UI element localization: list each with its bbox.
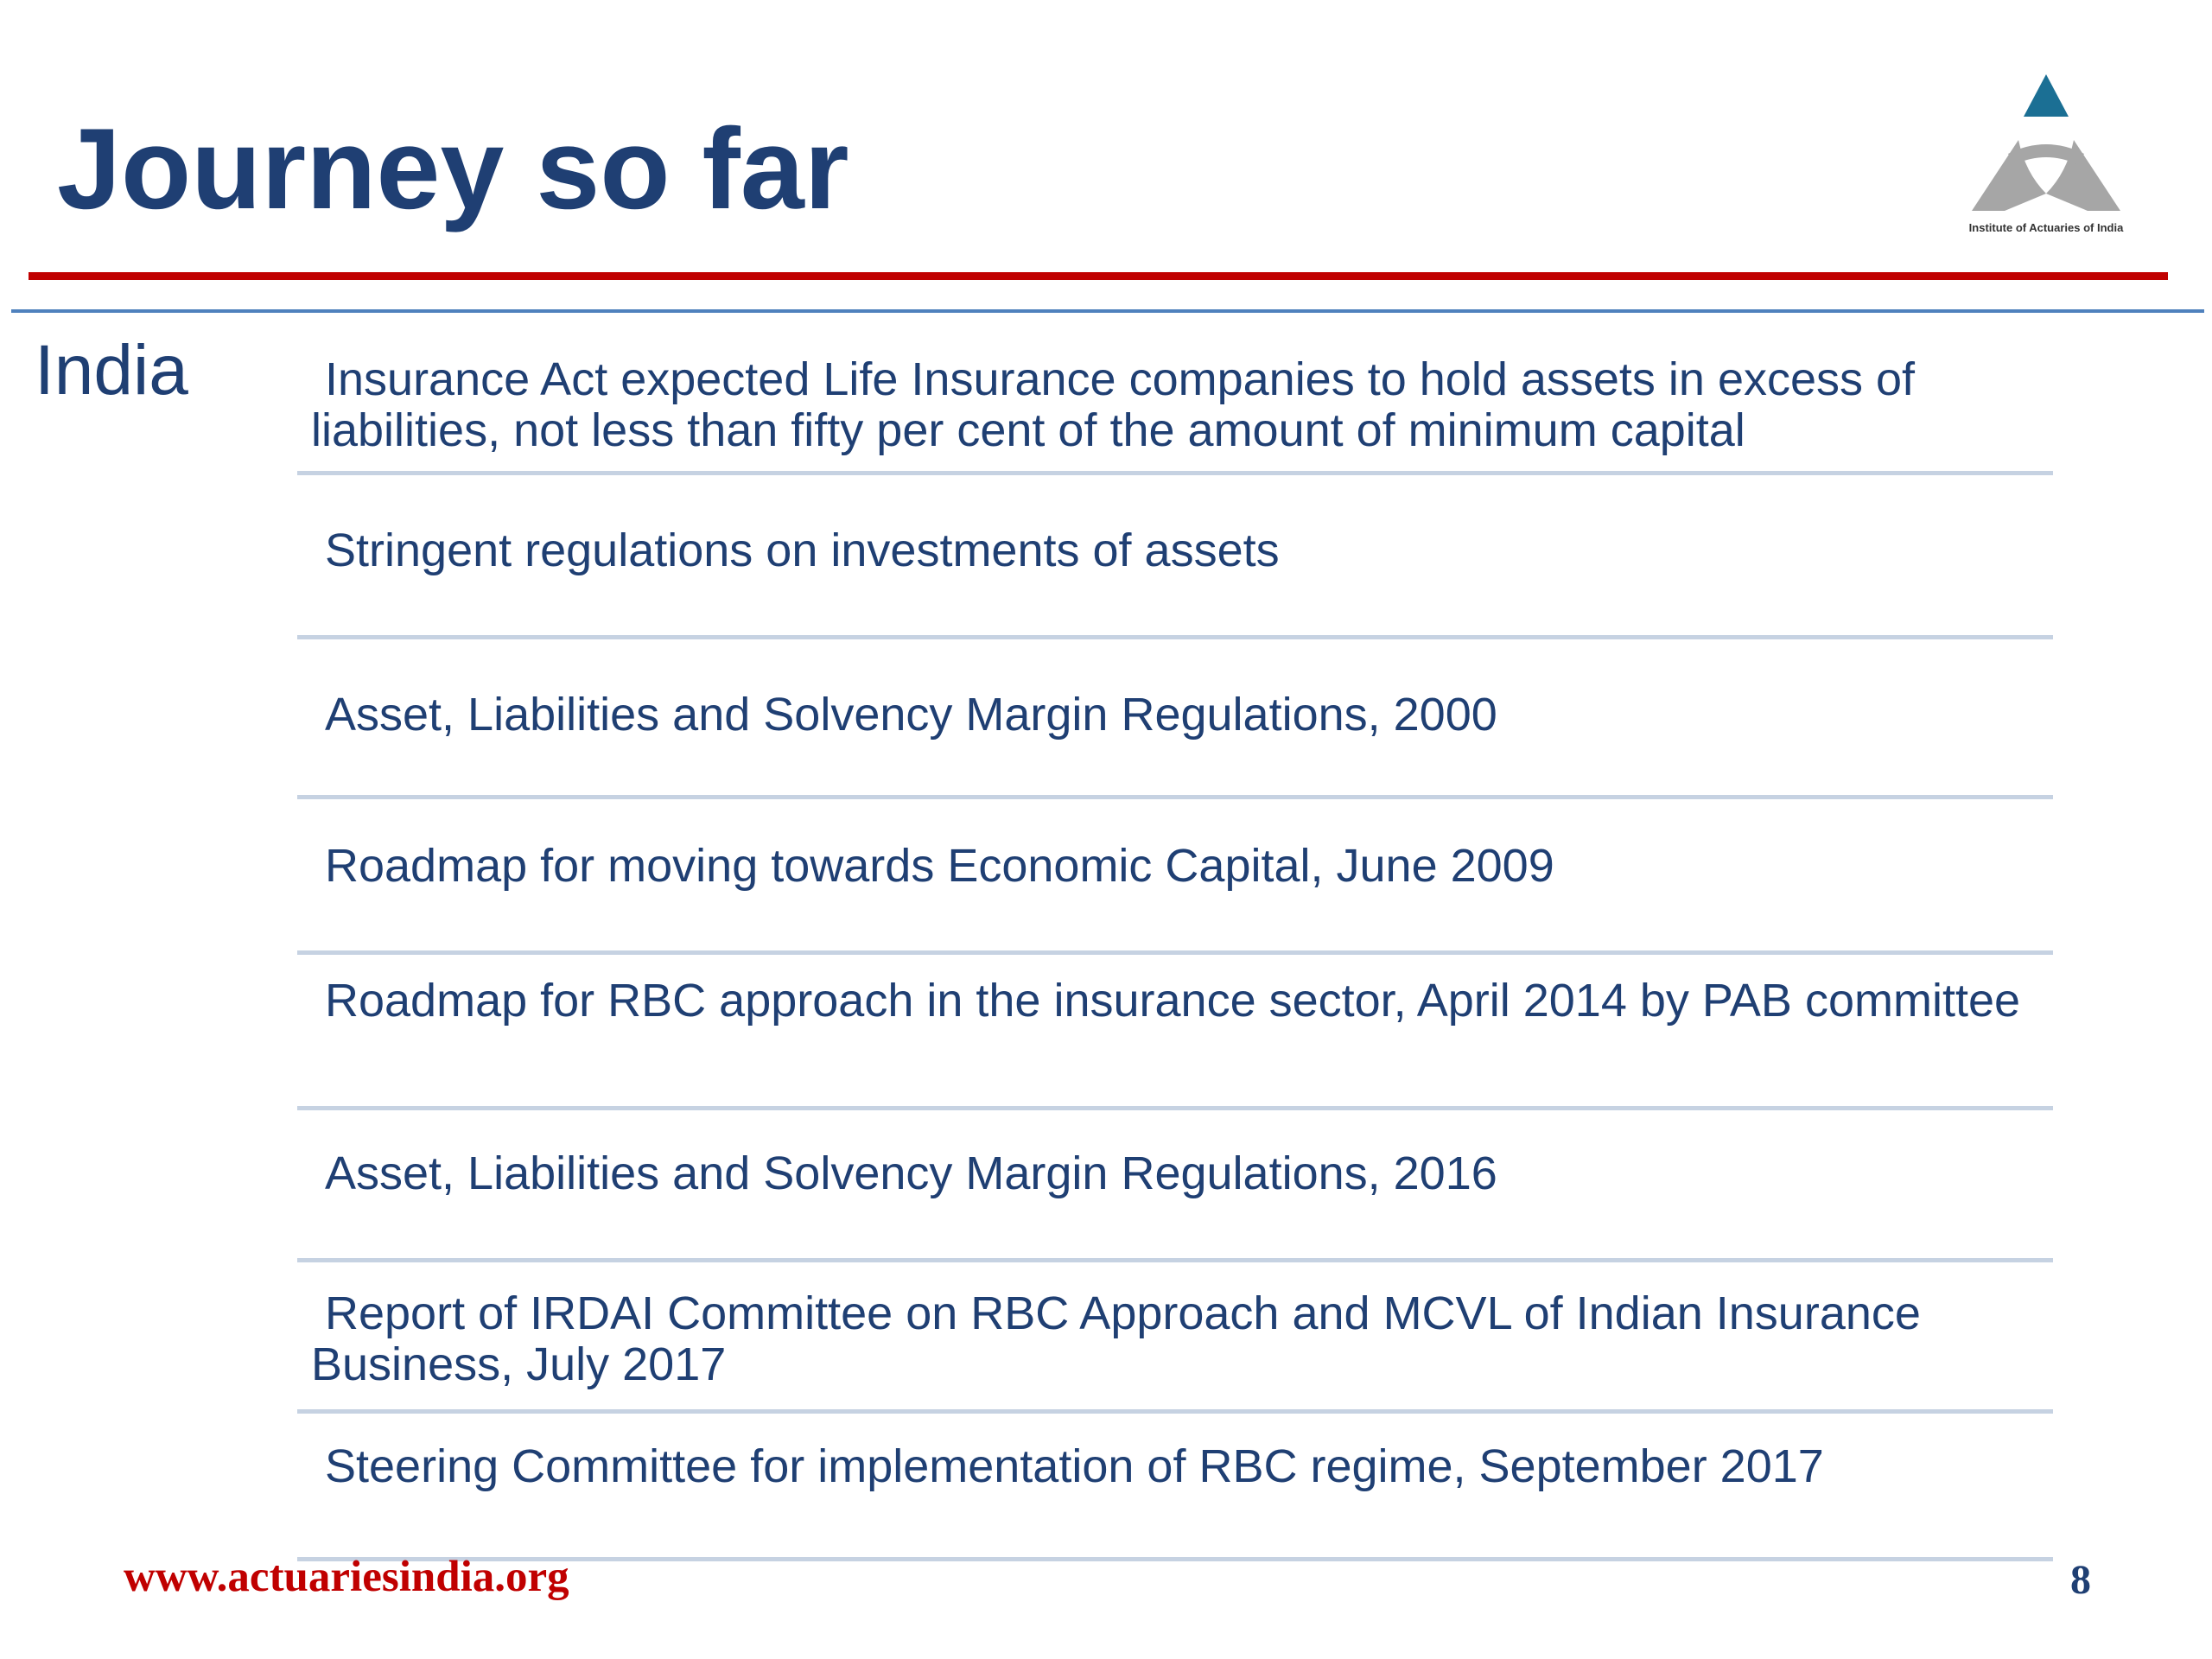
item-divider	[297, 1409, 2053, 1414]
timeline-item-text: Roadmap for moving towards Economic Capi…	[325, 840, 1554, 892]
timeline-item-text: Insurance Act expected Life Insurance co…	[311, 353, 1916, 456]
timeline-item: Steering Committee for implementation of…	[297, 1414, 2053, 1561]
timeline-item-text: Asset, Liabilities and Solvency Margin R…	[325, 1147, 1497, 1199]
timeline-item: Roadmap for moving towards Economic Capi…	[297, 799, 2053, 955]
logo-caption: Institute of Actuaries of India	[1968, 221, 2124, 234]
logo-center-arc	[2008, 144, 2084, 164]
page-number: 8	[2070, 1557, 2091, 1603]
slide-title: Journey so far	[57, 105, 849, 233]
timeline-item-text: Report of IRDAI Committee on RBC Approac…	[311, 1287, 1921, 1390]
logo-left-arc	[1972, 140, 2046, 211]
title-red-rule	[29, 272, 2168, 280]
institute-of-actuaries-of-india-logo	[1972, 74, 2120, 211]
footer-website-url: www.actuariesindia.org	[124, 1553, 569, 1601]
logo-top-triangle	[2024, 74, 2069, 117]
timeline-item: Insurance Act expected Life Insurance co…	[297, 354, 2053, 475]
item-divider	[297, 1106, 2053, 1110]
timeline-item-text: Stringent regulations on investments of …	[325, 524, 1280, 576]
timeline-item: Asset, Liabilities and Solvency Margin R…	[297, 1110, 2053, 1262]
item-divider	[297, 1258, 2053, 1262]
timeline-item-text: Roadmap for RBC approach in the insuranc…	[325, 975, 2021, 1027]
item-divider	[297, 635, 2053, 639]
timeline-item-text: Asset, Liabilities and Solvency Margin R…	[325, 689, 1497, 741]
item-divider	[297, 795, 2053, 799]
item-divider	[297, 471, 2053, 475]
item-divider	[297, 950, 2053, 955]
timeline-item: Roadmap for RBC approach in the insuranc…	[297, 955, 2053, 1110]
timeline-item: Stringent regulations on investments of …	[297, 475, 2053, 639]
section-label-india: India	[35, 331, 188, 410]
timeline-item: Report of IRDAI Committee on RBC Approac…	[297, 1262, 2053, 1414]
title-blue-rule	[11, 309, 2204, 313]
logo-right-arc	[2046, 140, 2120, 211]
timeline-item-text: Steering Committee for implementation of…	[325, 1440, 1824, 1492]
timeline-item: Asset, Liabilities and Solvency Margin R…	[297, 639, 2053, 799]
item-divider	[297, 1557, 2053, 1561]
